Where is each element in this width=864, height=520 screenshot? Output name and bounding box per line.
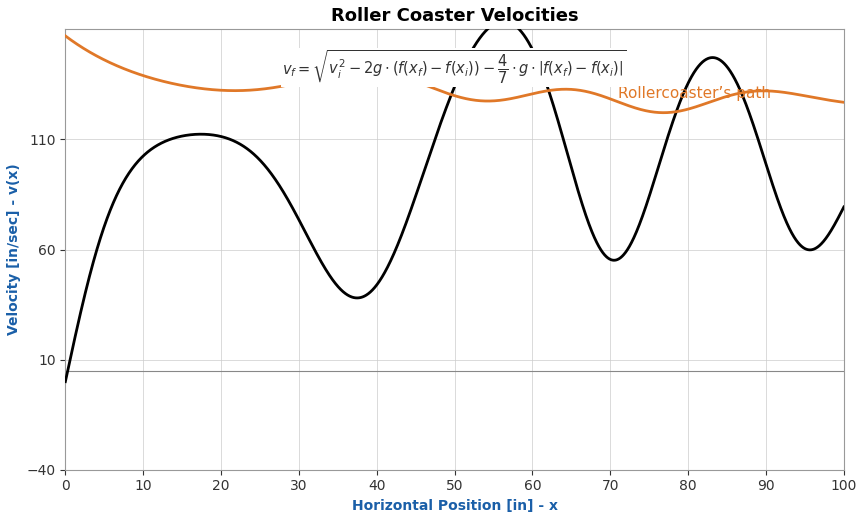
Title: Roller Coaster Velocities: Roller Coaster Velocities	[331, 7, 578, 25]
Y-axis label: Velocity [in/sec] - v(x): Velocity [in/sec] - v(x)	[7, 164, 21, 335]
Text: Rollercoaster’s path: Rollercoaster’s path	[618, 86, 771, 101]
X-axis label: Horizontal Position [in] - x: Horizontal Position [in] - x	[352, 499, 557, 513]
Text: $v_f = \sqrt{v_i^2 - 2g \cdot \left(f(x_f) - f(x_i)\right) - \dfrac{4}{7} \cdot : $v_f = \sqrt{v_i^2 - 2g \cdot \left(f(x_…	[283, 49, 627, 86]
